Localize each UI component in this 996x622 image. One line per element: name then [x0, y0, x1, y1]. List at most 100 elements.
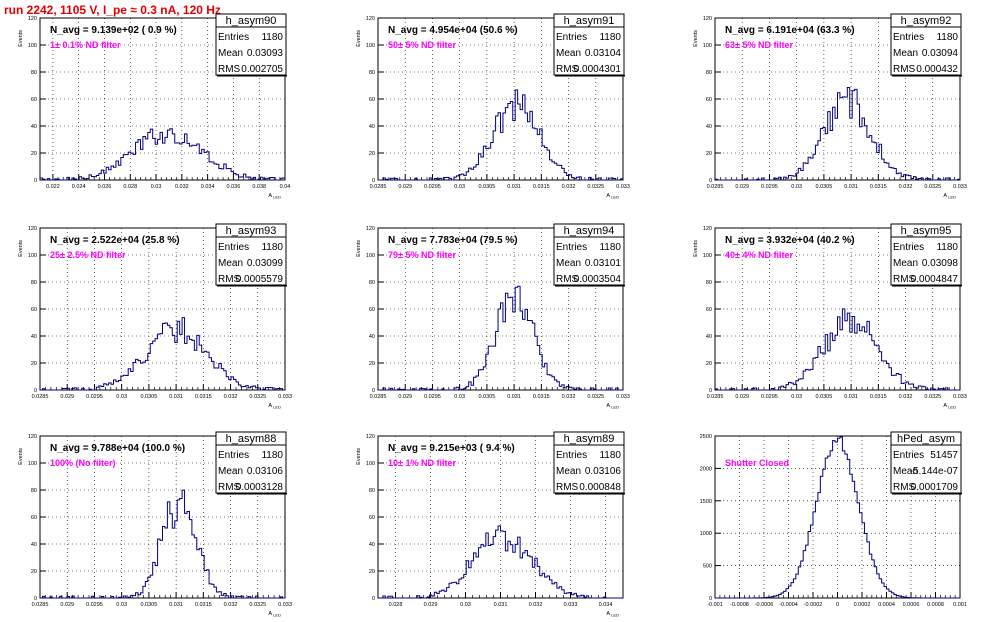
y-axis-title: Events [356, 448, 362, 465]
x-tick-label: -0.001 [707, 602, 723, 608]
y-axis-title: Events [18, 30, 24, 47]
x-tick-label: -0.0006 [755, 602, 774, 608]
y-tick-label: 0 [372, 388, 375, 394]
x-tick-label: 0.033 [278, 602, 292, 608]
x-tick-label: 0.036 [227, 184, 241, 190]
y-tick-label: 20 [706, 361, 712, 367]
x-tick-label: 0.03 [151, 184, 162, 190]
y-tick-label: 40 [369, 542, 375, 548]
x-tick-label: 0.0325 [924, 184, 941, 190]
x-tick-label: 0.028 [389, 602, 403, 608]
x-tick-label: 0.032 [529, 602, 543, 608]
x-tick-label: 0 [836, 602, 839, 608]
stats-value: 1180 [599, 32, 621, 43]
stats-key: RMS [893, 482, 916, 493]
y-tick-label: 60 [706, 97, 712, 103]
y-tick-label: 0 [709, 388, 712, 394]
x-tick-label: 0.0305 [478, 184, 495, 190]
y-tick-label: 100 [366, 43, 375, 49]
x-tick-label: 0.0305 [140, 394, 157, 400]
x-tick-label: 0.0008 [927, 602, 944, 608]
stats-key: Mean [893, 258, 918, 269]
stats-value: 0.03099 [247, 258, 284, 269]
y-tick-label: 80 [369, 280, 375, 286]
x-axis-title: A LED [943, 403, 956, 410]
x-tick-label: 0.024 [72, 184, 86, 190]
x-tick-label: 0.0004 [878, 602, 895, 608]
n-avg-label: N_avg = 7.783e+04 (79.5 %) [388, 235, 518, 246]
y-tick-label: 0 [34, 178, 37, 184]
stats-box [553, 223, 625, 286]
histogram-name: h_asym95 [901, 225, 952, 237]
n-avg-label: N_avg = 6.191e+04 (63.3 %) [725, 25, 855, 36]
x-tick-label: 0.0285 [32, 394, 49, 400]
stats-value: -5.144e-07 [910, 466, 959, 477]
x-tick-label: 0.038 [252, 184, 266, 190]
n-avg-label: N_avg = 9.215e+03 ( 9.4 %) [388, 443, 515, 454]
stats-key: Entries [218, 242, 249, 253]
stats-key: Entries [893, 242, 924, 253]
x-tick-label: 0.032 [562, 394, 576, 400]
x-tick-label: 0.0325 [924, 394, 941, 400]
x-tick-label: 0.033 [564, 602, 578, 608]
histogram-line [40, 317, 285, 391]
histogram-line [378, 89, 623, 181]
x-tick-label: 0.0295 [761, 184, 778, 190]
n-avg-label: N_avg = 9.139e+02 ( 0.9 %) [50, 25, 177, 36]
stats-shadow [892, 75, 962, 77]
stats-value: 0.03106 [247, 466, 284, 477]
x-tick-label: -0.0008 [730, 602, 749, 608]
stats-key: RMS [556, 274, 579, 285]
histogram-name: h_asym88 [226, 433, 277, 445]
stats-value: 0.03098 [922, 258, 959, 269]
stats-value: 0.0003504 [574, 274, 622, 285]
histogram-name: hPed_asym [897, 433, 955, 445]
filter-label: 1± 0.1% ND filter [50, 40, 121, 50]
histogram-name: h_asym92 [901, 15, 952, 27]
stats-value: 1180 [599, 450, 621, 461]
histogram-panel-h_asym92: 0.0285 0.029 0.0295 0.03 0.0305 0.031 0.0315 0.… [693, 13, 967, 200]
y-axis-title: Events [356, 30, 362, 47]
x-axis-title: A LED [268, 611, 281, 618]
x-tick-label: 0.032 [899, 394, 913, 400]
y-tick-label: 80 [706, 70, 712, 76]
x-tick-label: 0.029 [424, 602, 438, 608]
y-tick-label: 40 [31, 124, 37, 130]
y-tick-label: 0 [34, 596, 37, 602]
y-tick-label: 40 [369, 334, 375, 340]
x-tick-label: 0.03 [454, 184, 465, 190]
y-tick-label: 120 [28, 434, 37, 440]
stats-value: 0.0003128 [236, 482, 284, 493]
x-axis-title: A LED [268, 193, 281, 200]
y-tick-label: 60 [369, 515, 375, 521]
y-tick-label: 500 [703, 564, 712, 570]
y-tick-label: 60 [369, 97, 375, 103]
stats-value: 1180 [936, 32, 958, 43]
x-tick-label: 0.0325 [249, 394, 266, 400]
histogram-panel-h_asym88: 0.0285 0.029 0.0295 0.03 0.0305 0.031 0.0315 0.… [18, 431, 292, 618]
x-tick-label: 0.03 [116, 394, 127, 400]
y-tick-label: 100 [28, 43, 37, 49]
x-tick-label: 0.032 [224, 394, 238, 400]
y-tick-label: 80 [369, 70, 375, 76]
y-tick-label: 40 [706, 124, 712, 130]
stats-box [890, 431, 962, 494]
y-axis-title: Events [18, 448, 24, 465]
x-tick-label: 0.032 [175, 184, 189, 190]
x-tick-label: 0.034 [599, 602, 613, 608]
stats-value: 0.03104 [585, 48, 622, 59]
x-tick-label: 0.03 [116, 602, 127, 608]
stats-value: 1180 [261, 450, 283, 461]
histogram-panel-hPed_asym: -0.001 -0.0008 -0.0006 -0.0004 -0.0002 0 0.000… [700, 431, 967, 608]
x-tick-label: 0.032 [224, 602, 238, 608]
x-tick-label: 0.0285 [707, 394, 724, 400]
stats-shadow [217, 285, 287, 287]
y-tick-label: 20 [31, 569, 37, 575]
x-tick-label: 0.0315 [533, 184, 550, 190]
stats-shadow [217, 493, 287, 495]
y-tick-label: 0 [372, 596, 375, 602]
x-tick-label: 0.032 [562, 184, 576, 190]
x-tick-label: 0.0305 [478, 394, 495, 400]
x-tick-label: 0.0315 [195, 394, 212, 400]
stats-shadow [892, 493, 962, 495]
